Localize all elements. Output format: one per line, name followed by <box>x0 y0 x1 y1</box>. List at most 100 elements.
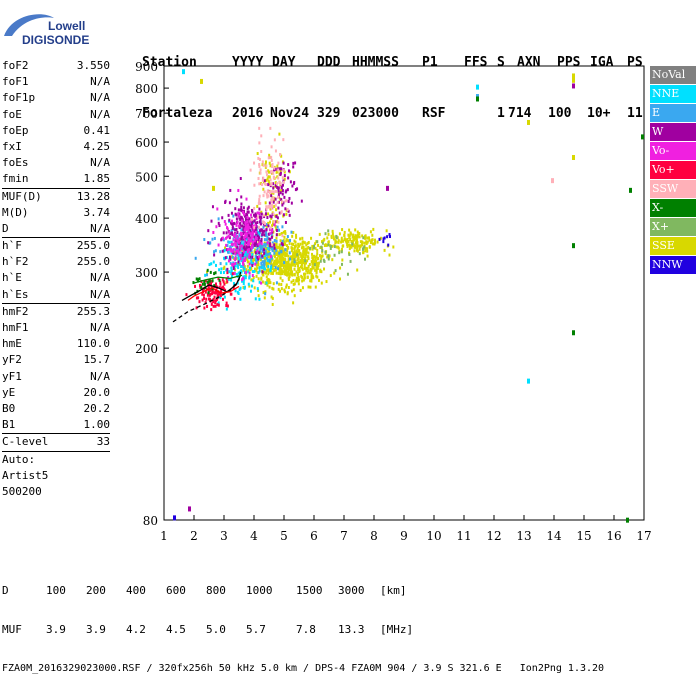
echo-point-sse <box>306 255 309 259</box>
legend-vo-: Vo- <box>650 142 696 161</box>
echo-point-vo- <box>239 248 242 252</box>
echo-point-sse <box>253 286 256 290</box>
echo-point-nne <box>235 272 238 276</box>
echo-point-vo- <box>209 288 212 292</box>
echo-point-sse <box>311 260 314 264</box>
echo-point-ssw <box>258 126 261 130</box>
echo-point-sse <box>232 256 235 260</box>
param-name: foE <box>2 107 22 121</box>
echo-point-ssw <box>267 205 270 209</box>
echo-point-sse <box>274 262 277 266</box>
echo-point-w <box>224 256 227 260</box>
echo-point-sse <box>355 248 358 252</box>
echo-point-nne <box>240 270 243 274</box>
echo-point-w <box>270 194 273 198</box>
echo-point-w <box>282 161 285 165</box>
echo-point-sse <box>366 236 369 240</box>
echo-point-nne <box>265 281 268 285</box>
echo-point-sse <box>261 163 264 167</box>
echo-point-sse <box>260 210 263 214</box>
echo-point-sse <box>314 268 317 272</box>
echo-point-sse <box>371 242 374 246</box>
param-name: h`E <box>2 271 22 285</box>
echo-point-sse <box>253 250 256 254</box>
echo-point-x- <box>197 279 200 283</box>
echo-point-sse <box>262 290 265 294</box>
param-name: B0 <box>2 401 16 415</box>
echo-point-e <box>263 243 266 247</box>
echo-point-w <box>234 207 237 211</box>
echo-point-sse <box>292 278 295 282</box>
echo-point-w <box>238 223 241 227</box>
echo-point-vo- <box>221 236 224 240</box>
echo-point-sse <box>271 222 274 226</box>
echo-point-sse <box>343 233 346 237</box>
echo-point-sse <box>285 238 288 242</box>
echo-point-e <box>217 217 220 221</box>
echo-point-nne <box>244 276 247 280</box>
echo-point-vo- <box>242 210 245 214</box>
x-tick-label: 10 <box>426 529 441 543</box>
echo-point-sse <box>308 263 311 267</box>
echo-point-e <box>265 242 268 246</box>
echo-point-sse <box>316 266 319 270</box>
echo-point-sse <box>293 267 296 271</box>
echo-point-e <box>273 251 276 255</box>
echo-point-sse <box>250 266 253 270</box>
param-name: foEp <box>2 123 29 137</box>
echo-point-sse <box>282 252 285 256</box>
echo-point-w <box>221 216 224 220</box>
echo-point-e <box>270 264 273 268</box>
echo-point-sse <box>272 261 275 265</box>
echo-point-ssw <box>273 220 276 224</box>
echo-point-sse <box>286 265 289 269</box>
echo-point-vo- <box>273 223 276 227</box>
echo-point-w <box>226 267 229 271</box>
param-value: N/A <box>90 321 110 334</box>
echo-point-w <box>287 199 290 203</box>
echo-point-w <box>276 185 279 189</box>
echo-point-sse <box>300 246 303 250</box>
logo-line1: Lowell <box>48 19 85 33</box>
echo-point-sse <box>307 285 310 289</box>
echo-point-vo- <box>227 275 230 279</box>
d_values-cell: 600 <box>166 584 186 597</box>
echo-point-vo- <box>246 250 249 254</box>
echo-point-w <box>289 180 292 184</box>
echo-point-vo- <box>216 207 219 211</box>
param-divider <box>2 237 110 239</box>
echo-point-w <box>242 206 245 210</box>
header-values-4: 023000 <box>352 106 399 121</box>
echo-point-x- <box>203 280 206 284</box>
echo-point-nne <box>253 269 256 273</box>
echo-point-vo- <box>214 301 217 305</box>
echo-point-sse <box>392 245 395 249</box>
echo-point-e <box>214 249 217 253</box>
echo-point-w <box>256 243 259 247</box>
param-row: fxI 4.25 <box>2 139 110 155</box>
echo-point-ssw <box>258 194 261 198</box>
echo-point-e <box>258 269 261 273</box>
echo-point-sse <box>280 252 283 256</box>
param-name: fmin <box>2 172 29 186</box>
echo-point-sse <box>276 164 279 168</box>
echo-point-ssw <box>278 180 281 184</box>
echo-point-sse <box>289 263 292 267</box>
echo-point-sse <box>275 261 278 265</box>
echo-point-ssw <box>270 158 273 162</box>
echo-point-w <box>272 186 275 190</box>
echo-point-sse <box>346 238 349 242</box>
echo-point-x- <box>321 241 324 245</box>
echo-point-sse <box>267 270 270 274</box>
echo-point-ssw <box>270 183 273 187</box>
echo-point-w <box>240 237 243 241</box>
param-row: 500200 <box>2 484 110 500</box>
echo-point-sse <box>310 236 313 240</box>
echo-point-x- <box>358 252 361 256</box>
echo-point-sse <box>246 260 249 264</box>
echo-point-sse <box>283 177 286 181</box>
echo-point-ssw <box>258 200 261 204</box>
echo-point-sse <box>295 279 298 283</box>
echo-point-w <box>240 235 243 239</box>
echo-point-sse <box>312 255 315 259</box>
